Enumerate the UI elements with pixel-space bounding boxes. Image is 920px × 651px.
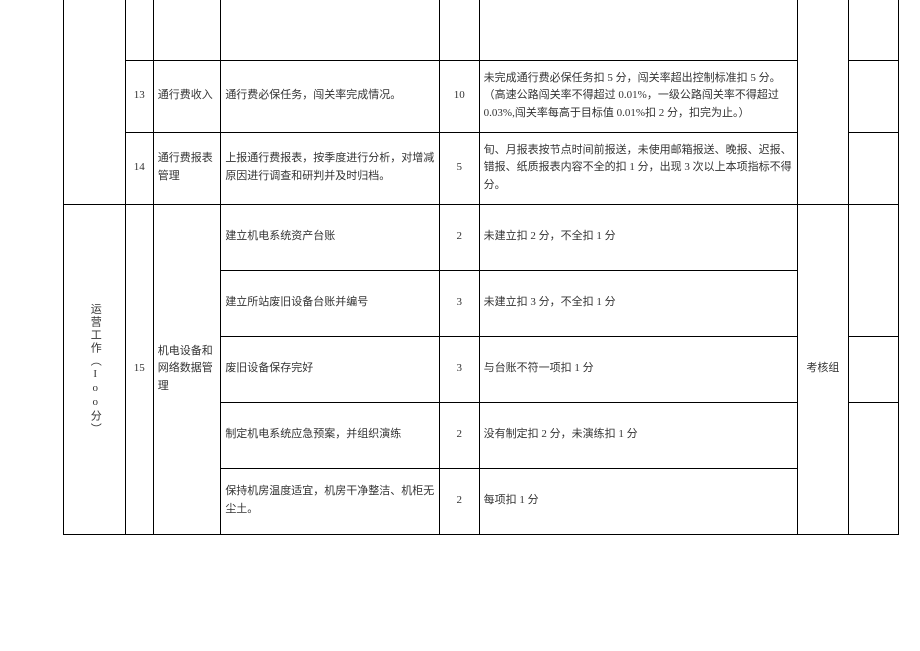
desc-cell: 建立机电系统资产台账 xyxy=(221,204,440,270)
score-cell: 3 xyxy=(439,336,479,402)
desc-cell: 通行费必保任务，闯关率完成情况。 xyxy=(221,60,440,132)
num-cell: 15 xyxy=(125,204,153,534)
num-cell: 13 xyxy=(125,60,153,132)
last-cell xyxy=(849,270,899,336)
section-label: 运营工作（Ioo分） xyxy=(64,204,126,534)
table-row: 运营工作（Ioo分） 15 机电设备和网络数据管理 建立机电系统资产台账 2 未… xyxy=(64,204,899,270)
group-cell xyxy=(797,132,849,204)
desc-cell: 废旧设备保存完好 xyxy=(221,336,440,402)
group-cell: 考核组 xyxy=(797,204,849,534)
last-cell xyxy=(849,60,899,132)
desc-cell: 保持机房温度适宜，机房干净整洁、机柜无尘土。 xyxy=(221,468,440,534)
num-cell: 14 xyxy=(125,132,153,204)
last-cell xyxy=(849,0,899,60)
table-row xyxy=(64,0,899,60)
criteria-cell: 未建立扣 2 分，不全扣 1 分 xyxy=(479,204,797,270)
last-cell xyxy=(849,468,899,534)
table-row: 13 通行费收入 通行费必保任务，闯关率完成情况。 10 未完成通行费必保任务扣… xyxy=(64,60,899,132)
last-cell xyxy=(849,132,899,204)
score-cell: 3 xyxy=(439,270,479,336)
item-cell xyxy=(153,0,221,60)
num-cell xyxy=(125,0,153,60)
criteria-cell xyxy=(479,0,797,60)
group-cell xyxy=(797,0,849,60)
table-row: 14 通行费报表管理 上报通行费报表，按季度进行分析，对增减原因进行调查和研判并… xyxy=(64,132,899,204)
criteria-cell: 每项扣 1 分 xyxy=(479,468,797,534)
item-cell: 机电设备和网络数据管理 xyxy=(153,204,221,534)
desc-cell: 制定机电系统应急预案，并组织演练 xyxy=(221,402,440,468)
item-cell: 通行费收入 xyxy=(153,60,221,132)
score-cell: 5 xyxy=(439,132,479,204)
score-cell: 2 xyxy=(439,402,479,468)
score-cell: 2 xyxy=(439,468,479,534)
criteria-cell: 未完成通行费必保任务扣 5 分，闯关率超出控制标准扣 5 分。（高速公路闯关率不… xyxy=(479,60,797,132)
last-cell xyxy=(849,402,899,468)
desc-cell: 上报通行费报表，按季度进行分析，对增减原因进行调查和研判并及时归档。 xyxy=(221,132,440,204)
assessment-table: 13 通行费收入 通行费必保任务，闯关率完成情况。 10 未完成通行费必保任务扣… xyxy=(63,0,899,535)
last-cell xyxy=(849,204,899,270)
score-cell: 10 xyxy=(439,60,479,132)
section-cell xyxy=(64,132,126,204)
criteria-cell: 未建立扣 3 分，不全扣 1 分 xyxy=(479,270,797,336)
desc-cell: 建立所站废旧设备台账并编号 xyxy=(221,270,440,336)
criteria-cell: 没有制定扣 2 分，未演练扣 1 分 xyxy=(479,402,797,468)
criteria-cell: 与台账不符一项扣 1 分 xyxy=(479,336,797,402)
score-cell xyxy=(439,0,479,60)
desc-cell xyxy=(221,0,440,60)
item-cell: 通行费报表管理 xyxy=(153,132,221,204)
section-cell xyxy=(64,0,126,60)
last-cell xyxy=(849,336,899,402)
group-cell xyxy=(797,60,849,132)
score-cell: 2 xyxy=(439,204,479,270)
section-cell xyxy=(64,60,126,132)
criteria-cell: 旬、月报表按节点时间前报送，未使用邮箱报送、晚报、迟报、错报、纸质报表内容不全的… xyxy=(479,132,797,204)
